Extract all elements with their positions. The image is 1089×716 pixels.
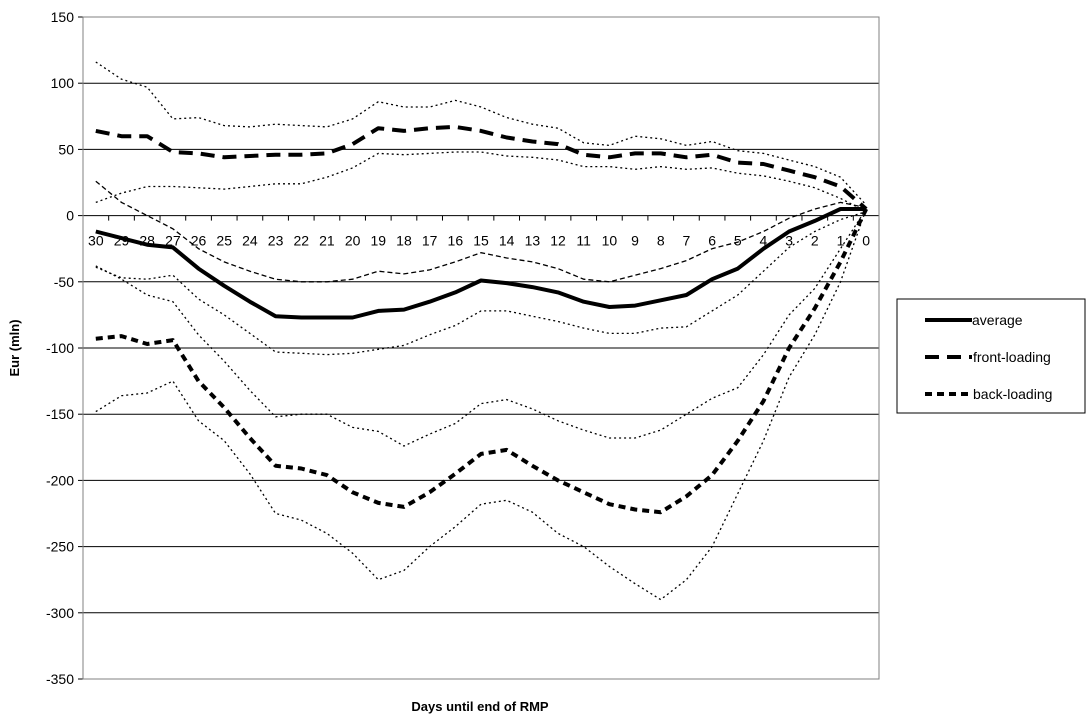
x-tick-label: 25 xyxy=(216,233,232,249)
data-series-lines xyxy=(95,124,868,515)
range-line-2 xyxy=(95,151,867,213)
legend-label-average: average xyxy=(972,312,1023,328)
x-tick-label: 9 xyxy=(631,233,639,249)
x-tick-label: 27 xyxy=(165,233,181,249)
x-tick-label: 15 xyxy=(473,233,489,249)
x-tick-label: 19 xyxy=(371,233,387,249)
x-tick-label: 0 xyxy=(862,233,870,249)
y-tick-label: 100 xyxy=(51,75,75,91)
y-tick-label: -350 xyxy=(46,671,74,687)
series-line-front-loading xyxy=(95,124,868,211)
x-tick-label: 21 xyxy=(319,233,335,249)
y-tick-label: -100 xyxy=(46,340,74,356)
x-tick-label: 14 xyxy=(499,233,515,249)
range-line-1 xyxy=(95,61,867,206)
x-tick-label: 30 xyxy=(88,233,104,249)
y-tick-label: 150 xyxy=(51,9,75,25)
plot-area-frame xyxy=(82,16,880,680)
series-line-average xyxy=(95,207,867,320)
x-tick-label: 20 xyxy=(345,233,361,249)
x-tick-label: 28 xyxy=(139,233,155,249)
range-line-4 xyxy=(95,210,867,356)
dotted-range-lines xyxy=(95,61,867,601)
y-tick-label: 0 xyxy=(66,208,74,224)
x-tick-label: 5 xyxy=(734,233,742,249)
x-axis-title: Days until end of RMP xyxy=(411,699,549,714)
x-tick-label: 16 xyxy=(448,233,464,249)
x-axis-tick-labels: 30 29 28 27 26 25 24 23 22 21 20 19 18 17 16 15 14 13 12 11… xyxy=(88,233,870,249)
x-tick-label: 7 xyxy=(683,233,691,249)
x-tick-label: 10 xyxy=(602,233,618,249)
x-tick-label: 17 xyxy=(422,233,438,249)
y-tick-label: -250 xyxy=(46,539,74,555)
x-tick-label: 12 xyxy=(550,233,566,249)
y-tick-label: -300 xyxy=(46,605,74,621)
x-tick-label: 2 xyxy=(811,233,819,249)
x-tick-label: 24 xyxy=(242,233,258,249)
x-tick-label: 3 xyxy=(785,233,793,249)
horizontal-gridlines xyxy=(78,16,879,680)
range-line-3 xyxy=(95,180,867,283)
y-tick-label: 50 xyxy=(58,141,74,157)
x-tick-label: 8 xyxy=(657,233,665,249)
x-tick-label: 6 xyxy=(708,233,716,249)
range-line-6 xyxy=(95,208,867,601)
x-tick-label: 23 xyxy=(268,233,284,249)
series-line-back-loading xyxy=(95,208,868,515)
legend: average front-loading back-loading xyxy=(896,298,1086,414)
x-tick-label: 26 xyxy=(191,233,207,249)
x-tick-label: 22 xyxy=(293,233,309,249)
y-tick-label: -200 xyxy=(46,472,74,488)
x-tick-label: 11 xyxy=(576,233,591,249)
x-tick-label: 18 xyxy=(396,233,412,249)
y-axis-title: Eur (mln) xyxy=(7,319,22,376)
y-tick-label: -150 xyxy=(46,406,74,422)
legend-label-back-loading: back-loading xyxy=(973,386,1052,402)
legend-label-front-loading: front-loading xyxy=(973,349,1051,365)
x-tick-label: 4 xyxy=(760,233,768,249)
range-line-5 xyxy=(95,208,867,447)
y-tick-label: -50 xyxy=(54,274,74,290)
x-tick-label: 1 xyxy=(837,233,845,249)
x-tick-label: 29 xyxy=(114,233,130,249)
y-axis-tick-labels: 150 100 50 0 -50 -100 -150 -200 -250 -300 -350 xyxy=(46,9,74,687)
x-tick-label: 13 xyxy=(525,233,541,249)
